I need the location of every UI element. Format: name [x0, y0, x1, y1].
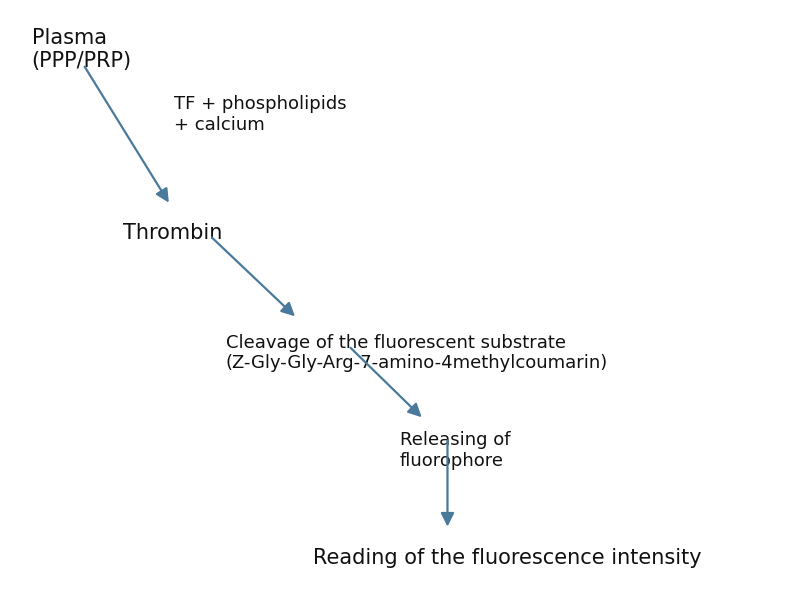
Text: Thrombin: Thrombin — [123, 223, 222, 244]
Text: TF + phospholipids
+ calcium: TF + phospholipids + calcium — [174, 95, 347, 133]
Text: Plasma
(PPP/PRP): Plasma (PPP/PRP) — [32, 28, 131, 71]
Text: Reading of the fluorescence intensity: Reading of the fluorescence intensity — [313, 548, 702, 568]
Text: Releasing of
fluorophore: Releasing of fluorophore — [400, 431, 511, 470]
Text: Cleavage of the fluorescent substrate
(Z-Gly-Gly-Arg-7-amino-4methylcoumarin): Cleavage of the fluorescent substrate (Z… — [226, 334, 608, 372]
